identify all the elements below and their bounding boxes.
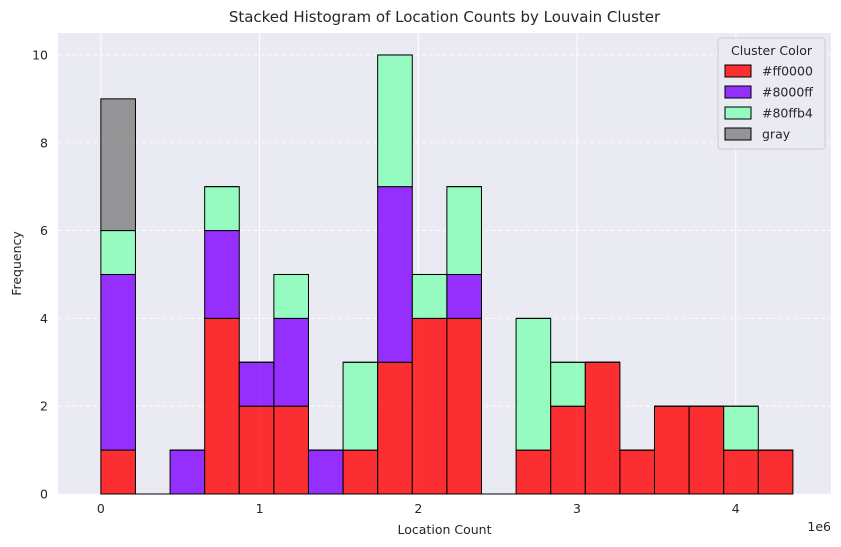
bar-segment: [515, 317, 552, 451]
bar-segment: [446, 186, 482, 275]
legend-swatch: [724, 85, 752, 99]
bar-segment: [723, 405, 759, 451]
bar-segment: [100, 449, 136, 495]
bar-segment: [584, 361, 621, 495]
legend-swatch: [724, 106, 752, 120]
bar-segment: [100, 98, 136, 232]
bar-segment: [377, 54, 413, 188]
bar-segment: [723, 449, 759, 495]
legend-label: gray: [762, 127, 791, 142]
y-tick-label: 10: [32, 47, 48, 62]
bar-segment: [307, 449, 344, 495]
bar-segment: [273, 405, 309, 495]
bar-segment: [446, 317, 482, 495]
chart-title: Stacked Histogram of Location Counts by …: [229, 8, 661, 26]
bar-segment: [515, 449, 552, 495]
y-tick-label: 2: [40, 399, 48, 414]
x-offset-label: 1e6: [807, 519, 831, 534]
bar-segment: [169, 449, 206, 495]
bar-segment: [273, 317, 309, 407]
legend-swatch: [724, 64, 752, 78]
legend-swatch: [724, 127, 752, 141]
x-tick-label: 3: [573, 501, 581, 516]
y-tick-label: 0: [40, 487, 48, 502]
x-tick-label: 2: [414, 501, 422, 516]
bar-segment: [204, 317, 240, 495]
x-tick-label: 0: [97, 501, 105, 516]
bar-segment: [204, 230, 240, 319]
bar-segment: [550, 405, 586, 495]
bar-segment: [377, 186, 413, 363]
bar-segment: [411, 317, 448, 495]
bar-segment: [377, 361, 413, 495]
bar-segment: [342, 449, 379, 495]
bar-segment: [619, 449, 655, 495]
bar-segment: [100, 273, 136, 451]
bar-segment: [204, 186, 240, 232]
legend: Cluster Color #ff0000 #8000ff #80ffb4 gray: [717, 37, 826, 150]
bar-segment: [653, 405, 690, 495]
legend-title: Cluster Color: [731, 43, 813, 58]
y-tick-label: 4: [40, 311, 48, 326]
x-tick-label: 4: [732, 501, 740, 516]
legend-label: #ff0000: [762, 64, 813, 79]
bar-segment: [411, 273, 448, 319]
legend-label: #80ffb4: [762, 106, 813, 121]
grid-lines: [58, 33, 831, 495]
x-tick-label: 1: [256, 501, 264, 516]
axis-ticks: 0 1 2 3 4 0 2 4 6 8 10: [32, 47, 740, 516]
bar-segment: [757, 449, 794, 495]
bar-segment: [238, 361, 275, 407]
bar-segment: [342, 361, 379, 451]
bar-segment: [100, 230, 136, 275]
bar-segment: [273, 273, 309, 319]
bar-segment: [238, 405, 275, 495]
y-tick-label: 6: [40, 223, 48, 238]
legend-label: #8000ff: [762, 85, 813, 100]
x-axis-label: Location Count: [398, 522, 492, 537]
y-axis-label: Frequency: [9, 231, 24, 296]
y-tick-label: 8: [40, 135, 48, 150]
bar-segment: [446, 273, 482, 319]
bar-segment: [550, 361, 586, 407]
bar-segment: [688, 405, 725, 495]
bars: [100, 54, 794, 495]
